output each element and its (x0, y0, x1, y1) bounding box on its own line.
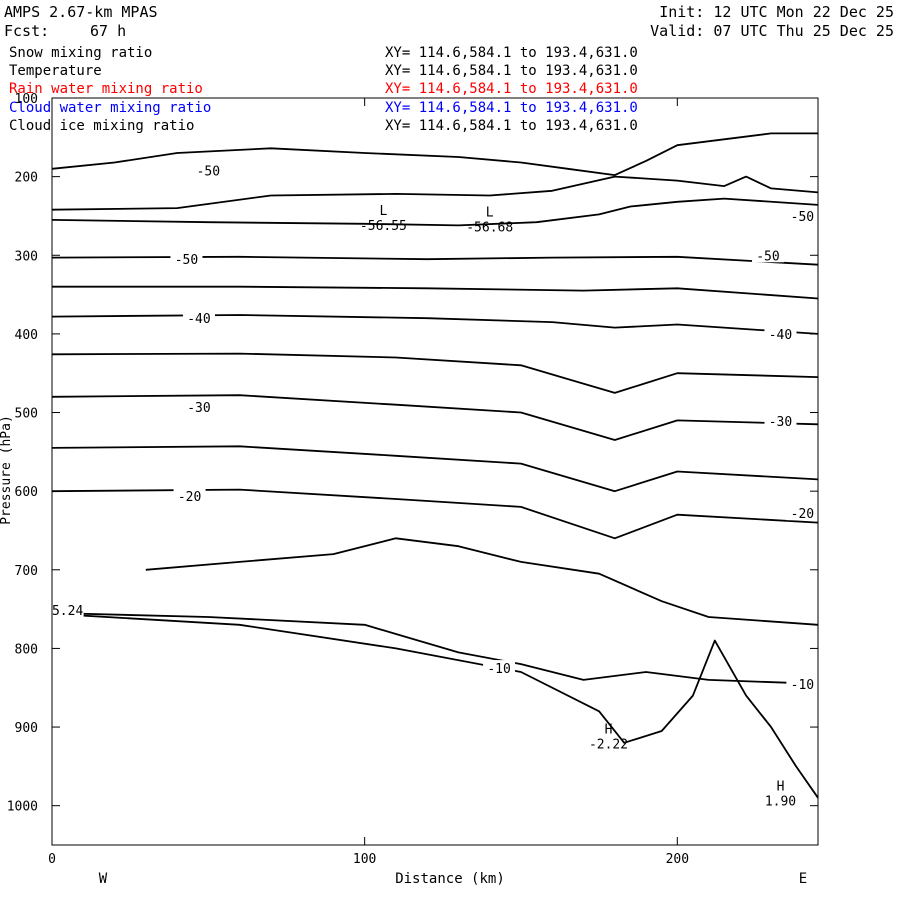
extremum-marker: H (605, 722, 613, 737)
y-tick-label: 500 (15, 407, 38, 422)
temperature-contour (51, 255, 819, 266)
contour-label-bg (786, 505, 819, 521)
extremum-marker: H (777, 780, 785, 795)
contour-label: -20 (791, 507, 814, 522)
y-tick-label: 700 (15, 564, 38, 579)
contour-label: 5.24 (52, 604, 83, 619)
field-xy-range: XY= 114.6,584.1 to 193.4,631.0 (385, 63, 638, 80)
extremum-value: -56.68 (466, 221, 513, 236)
contour-label: -20 (178, 490, 201, 505)
x-tick-label: 0 (48, 852, 56, 867)
contour-label: -30 (769, 415, 792, 430)
contour-label-bg (192, 162, 225, 178)
temperature-contour (51, 445, 819, 493)
extremum-value: -2.22 (589, 737, 628, 752)
y-tick-label: 600 (15, 485, 38, 500)
field-name: Temperature (9, 63, 102, 80)
valid-time: Valid: 07 UTC Thu 25 Dec 25 (650, 22, 894, 40)
temperature-contour (51, 488, 819, 540)
model-title: AMPS 2.67-km MPAS (4, 3, 158, 21)
contour-label: -50 (175, 253, 198, 268)
y-tick-label: 900 (15, 721, 38, 736)
x-tick-label: 100 (353, 852, 376, 867)
contour-label: -50 (756, 249, 779, 264)
temperature-contour (51, 612, 819, 799)
contour-label: -40 (187, 312, 210, 327)
extremum-marker: L (486, 206, 494, 221)
y-tick-label: 800 (15, 642, 38, 657)
y-axis-label: Pressure (hPa) (0, 415, 14, 525)
y-tick-label: 200 (15, 171, 38, 186)
temperature-contour (51, 394, 819, 441)
temperature-contour (51, 197, 819, 227)
field-name: Cloud water mixing ratio (9, 99, 212, 116)
temperature-contour (52, 285, 819, 300)
extremum-value: 1.90 (765, 795, 796, 810)
field-xy-range: XY= 114.6,584.1 to 193.4,631.0 (385, 45, 638, 61)
contour-label: -50 (791, 210, 814, 225)
contour-label-bg (182, 399, 215, 415)
east-label: E (799, 871, 807, 887)
field-name: Cloud ice mixing ratio (9, 117, 195, 134)
contour-label-bg (786, 675, 819, 691)
field-name: Snow mixing ratio (9, 45, 153, 61)
field-name: Rain water mixing ratio (9, 81, 203, 98)
contour-label: -10 (791, 678, 814, 693)
forecast-hour-label: Fcst: (4, 22, 50, 40)
y-tick-label: 1000 (7, 800, 38, 815)
extremum-marker: L (379, 204, 387, 219)
plot-frame (51, 97, 819, 846)
contour-label-bg (764, 325, 797, 341)
x-axis-label: Distance (km) (395, 871, 505, 887)
contour-label: -40 (769, 328, 792, 343)
contour-label: -50 (197, 164, 220, 179)
forecast-hour: 67 h (90, 22, 127, 40)
contour-label: -10 (487, 662, 510, 677)
contour-label-bg (182, 310, 215, 326)
contour-label-bg (751, 247, 784, 263)
x-tick-label: 200 (666, 852, 689, 867)
y-tick-label: 100 (15, 92, 38, 107)
init-time: Init: 12 UTC Mon 22 Dec 25 (659, 3, 894, 21)
temperature-contour (51, 612, 819, 685)
contour-label: -30 (187, 401, 210, 416)
temperature-contour (51, 314, 819, 335)
contour-label-bg (173, 487, 206, 503)
field-xy-range: XY= 114.6,584.1 to 193.4,631.0 (385, 99, 638, 116)
temperature-contour (51, 132, 818, 177)
west-label: W (99, 871, 108, 887)
temperature-contour (51, 352, 819, 394)
temperature-contour (51, 175, 819, 211)
extremum-value: -56.55 (360, 219, 407, 234)
temperature-contour (145, 537, 819, 626)
contour-label-bg (764, 413, 797, 429)
field-xy-range: XY= 114.6,584.1 to 193.4,631.0 (385, 117, 638, 134)
contour-label-bg (483, 660, 516, 676)
contour-label-bg (51, 601, 84, 617)
contour-label-bg (170, 251, 203, 267)
field-xy-range: XY= 114.6,584.1 to 193.4,631.0 (385, 81, 638, 98)
contour-label-bg (786, 207, 819, 223)
y-tick-label: 300 (15, 249, 38, 264)
y-tick-label: 400 (15, 328, 38, 343)
